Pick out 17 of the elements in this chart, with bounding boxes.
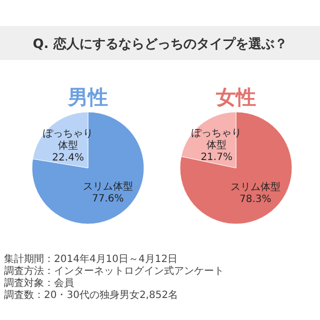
data-label: 78.3% — [240, 194, 272, 205]
slice-label: スリム体型 — [230, 180, 280, 193]
slice-label: ぽっちゃり体型 — [43, 128, 94, 152]
slice-label: スリム体型 — [82, 180, 133, 192]
data-label: 21.7% — [200, 152, 232, 164]
text: 調査数：20・30代の独身男女2,852名 — [4, 289, 178, 301]
data-label: 22.4% — [52, 152, 84, 164]
pie-slice — [32, 112, 144, 224]
chart-title: 女性 — [215, 85, 256, 109]
text: Q. 恋人にするならどっちのタイプを選ぶ？ — [32, 36, 288, 52]
text: 調査対象：会員 — [4, 277, 74, 289]
chart-title: 男性 — [67, 85, 108, 109]
text: 集計期間：2014年4月10日～4月12日 — [4, 253, 178, 265]
data-label: 77.6% — [92, 193, 124, 204]
pie-slice — [180, 112, 292, 224]
text: 調査方法：インターネットログイン式アンケート — [4, 265, 224, 277]
slice-label: ぽっちゃり体型 — [192, 128, 242, 152]
